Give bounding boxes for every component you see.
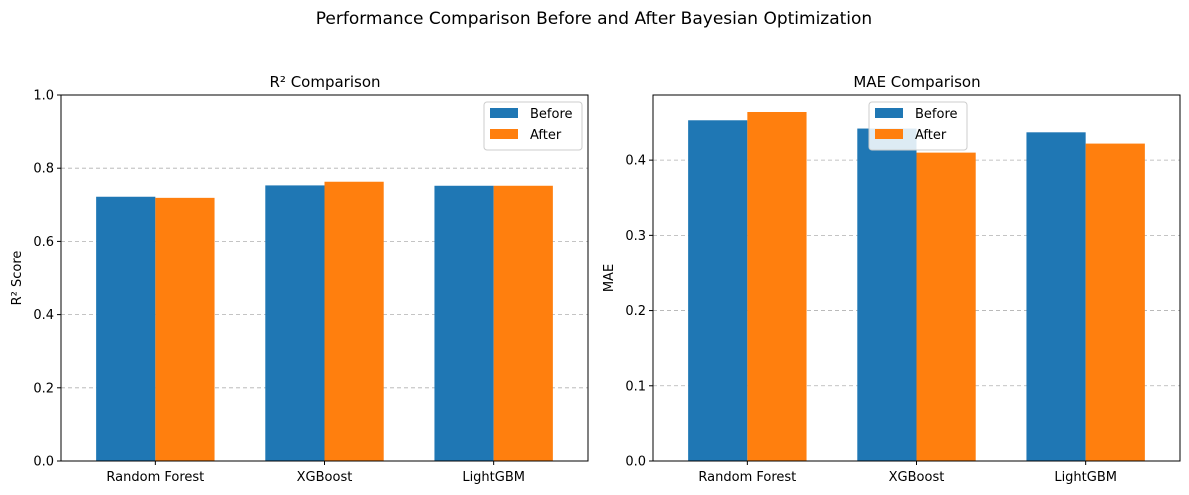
r2-bar-after-xgboost: [324, 181, 384, 461]
r2-y-tick-label: 0.4: [33, 308, 54, 323]
r2-bar-before-random-forest: [96, 196, 156, 462]
r2-y-tick-label: 0.8: [33, 162, 54, 177]
mae-bar-after-xgboost: [916, 152, 976, 461]
r2-legend-swatch-before: [490, 108, 518, 118]
mae-y-axis-label: MAE: [602, 264, 617, 292]
r2-y-tick-label: 0.6: [33, 235, 54, 250]
r2-bar-after-lightgbm: [493, 185, 553, 461]
mae-legend-swatch-before: [875, 108, 903, 118]
mae-legend-label-after: After: [915, 128, 947, 143]
mae-y-tick-label: 0.0: [625, 455, 646, 470]
mae-bar-before-xgboost: [857, 128, 917, 461]
mae-bar-after-random-forest: [747, 111, 807, 461]
mae-x-tick-label: LightGBM: [1054, 470, 1117, 485]
r2-comparison-chart: R² Comparison R² Score 0.0 0.2 0.4 0.6 0.8 1.…: [10, 73, 589, 485]
mae-comparison-chart: MAE Comparison MAE 0.0 0.1 0.2 0.3 0.4 Random…: [602, 73, 1181, 485]
r2-bar-before-lightgbm: [434, 185, 494, 461]
r2-legend-label-before: Before: [530, 107, 573, 122]
r2-chart-title: R² Comparison: [269, 73, 380, 91]
r2-legend-label-after: After: [530, 128, 562, 143]
r2-y-tick-label: 0.2: [33, 381, 54, 396]
mae-y-tick-label: 0.1: [625, 379, 646, 394]
r2-x-tick-label: LightGBM: [462, 470, 525, 485]
mae-legend-swatch-after: [875, 129, 903, 139]
mae-legend: Before After: [868, 101, 968, 151]
r2-x-tick-label: XGBoost: [297, 470, 353, 485]
mae-y-tick-label: 0.2: [625, 304, 646, 319]
mae-y-tick-label: 0.4: [625, 154, 646, 169]
mae-chart-title: MAE Comparison: [853, 73, 980, 91]
r2-bar-after-random-forest: [155, 197, 215, 461]
r2-y-tick-label: 0.0: [33, 455, 54, 470]
mae-bar-after-lightgbm: [1085, 143, 1145, 461]
mae-x-tick-label: Random Forest: [698, 470, 796, 485]
r2-legend: Before After: [483, 101, 583, 151]
r2-bar-before-xgboost: [265, 185, 325, 462]
r2-y-tick-label: 1.0: [33, 89, 54, 104]
r2-legend-swatch-after: [490, 129, 518, 139]
mae-legend-label-before: Before: [915, 107, 958, 122]
mae-x-tick-label: XGBoost: [889, 470, 945, 485]
mae-y-tick-label: 0.3: [625, 229, 646, 244]
figure-suptitle: Performance Comparison Before and After …: [316, 9, 872, 29]
mae-bar-before-lightgbm: [1026, 132, 1086, 462]
r2-y-axis-label: R² Score: [10, 251, 25, 306]
mae-bar-before-random-forest: [688, 120, 748, 461]
r2-x-tick-label: Random Forest: [106, 470, 204, 485]
